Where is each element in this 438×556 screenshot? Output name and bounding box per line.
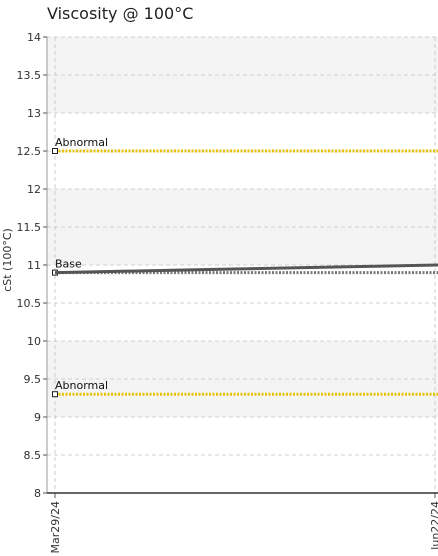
reference-label: Abnormal <box>55 136 108 149</box>
reference-lines: Abnormal Base Abnormal <box>52 136 438 398</box>
y-tick-label: 14 <box>27 31 41 44</box>
y-tick-label: 9.5 <box>24 373 42 386</box>
y-tick-label: 12.5 <box>17 145 42 158</box>
reference-marker <box>52 148 58 154</box>
reference-marker <box>52 391 58 398</box>
x-tick-label: Mar29/24 <box>49 501 62 553</box>
series-line <box>54 263 438 275</box>
reference-label: Abnormal <box>55 379 108 392</box>
y-tick-label: 11 <box>27 259 41 272</box>
x-axis-ticks: Mar29/24 Jun22/24 <box>49 493 438 553</box>
y-tick-label: 10 <box>27 335 41 348</box>
y-tick-label: 8.5 <box>24 449 42 462</box>
y-tick-label: 8 <box>34 487 41 500</box>
y-tick-label: 13.5 <box>17 69 42 82</box>
y-axis-label: cSt (100°C) <box>1 228 14 292</box>
y-tick-label: 12 <box>27 183 41 196</box>
chart-title: Viscosity @ 100°C <box>47 4 194 23</box>
data-series <box>54 263 438 275</box>
reference-label: Base <box>55 258 82 271</box>
y-axis-ticks: 8 8.5 9 9.5 10 10.5 11 11.5 12 12.5 13 13.5 14 <box>17 31 47 500</box>
grid-lines <box>47 36 438 493</box>
y-tick-label: 9 <box>34 411 41 424</box>
y-tick-label: 13 <box>27 107 41 120</box>
y-tick-label: 11.5 <box>17 221 42 234</box>
y-tick-label: 10.5 <box>17 297 42 310</box>
x-tick-label: Jun22/24 <box>429 501 438 551</box>
